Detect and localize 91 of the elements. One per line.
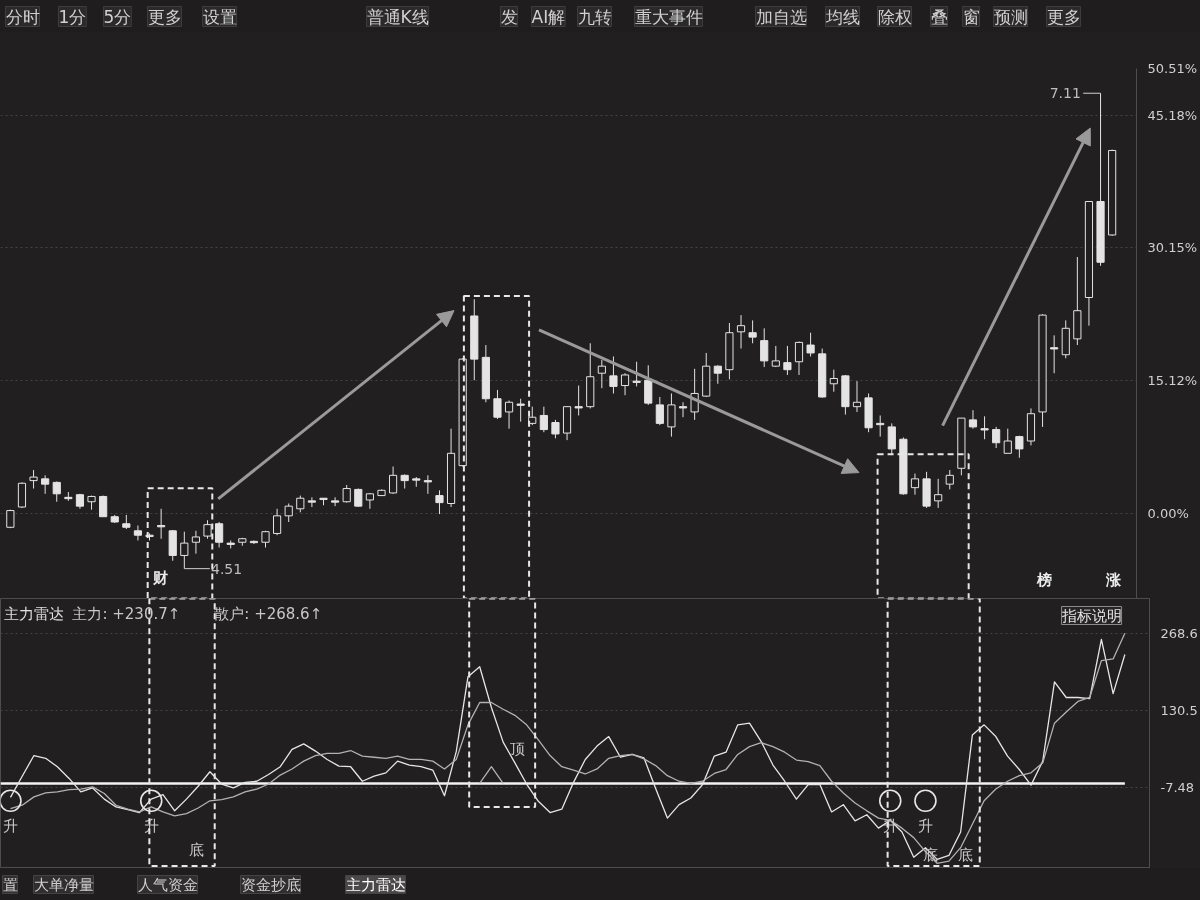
text: 人气资金 [137, 875, 198, 894]
annotation: 顶 [509, 739, 525, 758]
text: 加自选 [755, 6, 807, 27]
candlestick [17, 481, 27, 509]
data-label: 升 [2, 816, 18, 835]
candlestick [852, 380, 862, 413]
candlestick [644, 364, 653, 406]
candlestick [1003, 428, 1012, 454]
text: 发 [500, 6, 518, 27]
candlestick [760, 327, 769, 368]
text: 1分 [58, 6, 87, 27]
candlestick [493, 389, 502, 420]
text: 除权 [877, 6, 912, 27]
candlestick [388, 466, 398, 495]
candlestick [934, 478, 943, 509]
candlestick [736, 314, 746, 350]
candlestick [667, 392, 676, 438]
candlestick [539, 406, 548, 433]
chart-title: 主力雷达 [4, 604, 65, 623]
candlestick [423, 474, 432, 495]
candlestick [713, 364, 722, 385]
text: 大单净量 [33, 875, 94, 894]
candlestick [829, 369, 838, 393]
candlestick [191, 530, 201, 555]
candlestick [678, 401, 688, 418]
text: 均线 [824, 6, 860, 27]
candlestick [910, 473, 920, 496]
annotation: 榜 [1036, 570, 1053, 589]
y-tick-label: 0.00% [1147, 505, 1189, 521]
candlestick [180, 531, 189, 570]
text: 窗 [962, 6, 980, 27]
annotation: 主力: +230.7↑ [72, 604, 181, 623]
candlestick [331, 496, 340, 507]
y-tick-label: 50.51% [1147, 61, 1198, 76]
annotation: 涨 [1105, 570, 1123, 589]
text: 更多 [147, 6, 182, 27]
y-tick-label: -7.48 [1160, 780, 1195, 796]
y-tick-label: 15.12% [1147, 372, 1198, 388]
annotation: 底 [958, 845, 974, 864]
candlestick [307, 496, 316, 508]
text: 5分 [103, 6, 132, 27]
candlestick [574, 385, 583, 416]
candlestick [806, 332, 815, 357]
candlestick [435, 489, 444, 515]
candlestick [992, 426, 1001, 449]
candlestick [551, 419, 560, 439]
candlestick [609, 355, 618, 394]
text: 主力雷达 [345, 875, 406, 894]
candlestick [365, 492, 374, 510]
text: 重大事件 [634, 6, 703, 27]
text: 置 [2, 875, 18, 894]
candlestick [748, 319, 757, 344]
candlestick [794, 341, 804, 376]
text: 更多 [1046, 6, 1081, 27]
y-tick-label: 268.6 [1160, 626, 1198, 642]
text: 九转 [577, 6, 612, 27]
annotation: 财 [152, 568, 169, 587]
candlestick [632, 361, 641, 387]
y-tick-label: 45.18% [1147, 107, 1198, 123]
text: AI解 [531, 6, 566, 27]
annotation: 指标说明 [1060, 606, 1122, 625]
candlestick [1050, 334, 1059, 374]
text: 资金抄底 [240, 875, 301, 894]
y-tick-label: 30.15% [1147, 240, 1198, 256]
annotation: 底 [188, 840, 204, 859]
text: 设置 [202, 6, 237, 27]
candlestick [52, 481, 61, 503]
candlestick [215, 521, 224, 549]
candlestick [273, 508, 282, 536]
data-label: 升 [917, 816, 933, 835]
annotation: 散户: +268.6↑ [214, 604, 323, 623]
candlestick [968, 409, 978, 430]
candlestick [980, 415, 989, 440]
annotation: 4.51 [211, 560, 243, 577]
candlestick [655, 396, 664, 426]
candlestick [620, 372, 630, 396]
candlestick [504, 400, 514, 430]
annotation: 7.11 [1049, 85, 1081, 102]
text: 预测 [993, 6, 1028, 27]
text: 普通K线 [366, 6, 429, 27]
candlestick [783, 345, 792, 376]
candlestick [945, 469, 954, 490]
candlestick [133, 525, 143, 541]
candlestick [516, 398, 525, 423]
candlestick [597, 359, 606, 389]
candlestick [284, 503, 293, 523]
text: 分时 [5, 6, 40, 27]
text: 叠 [930, 6, 948, 27]
candlestick [41, 474, 50, 495]
candlestick [29, 469, 38, 490]
y-tick-label: 130.5 [1160, 703, 1198, 719]
